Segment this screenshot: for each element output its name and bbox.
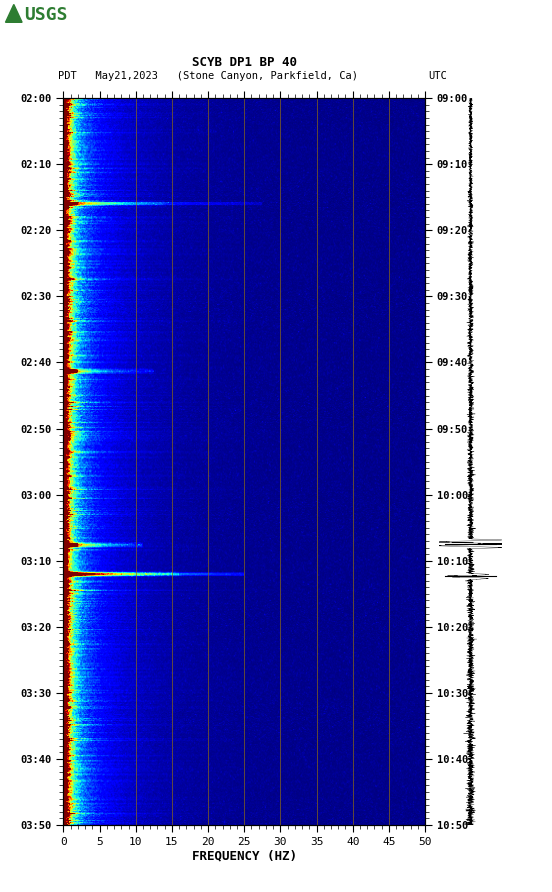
- Text: SCYB DP1 BP 40: SCYB DP1 BP 40: [192, 56, 297, 69]
- Text: USGS: USGS: [24, 6, 67, 24]
- Text: UTC: UTC: [428, 70, 447, 81]
- Text: PDT   May21,2023   (Stone Canyon, Parkfield, Ca): PDT May21,2023 (Stone Canyon, Parkfield,…: [58, 70, 358, 81]
- X-axis label: FREQUENCY (HZ): FREQUENCY (HZ): [192, 850, 297, 863]
